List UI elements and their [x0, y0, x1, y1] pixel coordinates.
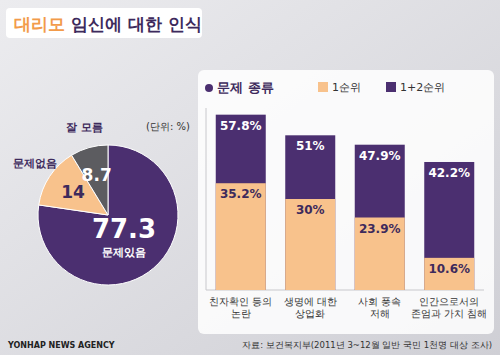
panel-bullet [205, 84, 213, 92]
category-label: 생명에 대한상업화 [284, 296, 337, 319]
category-line: 저해 [370, 308, 390, 319]
bars [216, 115, 475, 290]
category-line: 존엄과 가치 침해 [411, 308, 487, 319]
pie [38, 145, 178, 285]
bar [285, 135, 335, 290]
legend-swatch [318, 82, 328, 92]
bar [355, 145, 405, 290]
pie-category-label: 문제있음 [102, 246, 146, 259]
pie-value-label: 14 [61, 182, 85, 202]
bar [216, 183, 266, 290]
category-line: 사회 풍속 [358, 296, 401, 307]
bar-panel [198, 70, 494, 334]
category-line: 논란 [231, 308, 251, 319]
pie-value-label: 8.7 [82, 165, 112, 185]
bar-value-label: 35.2% [220, 187, 262, 201]
background [0, 0, 500, 355]
pie-category-label: 잘 모름 [66, 121, 103, 134]
bar-title: 문제 종류 [217, 80, 274, 95]
bar-value-label: 47.9% [359, 149, 401, 163]
bar [355, 218, 405, 290]
bar-value-label: 10.6% [428, 262, 470, 276]
y-axis-line [206, 108, 207, 290]
bar-value-label: 42.2% [428, 166, 470, 180]
bar [424, 258, 474, 290]
pie-subtitle: (단위: %) [146, 121, 190, 132]
bar-value-label: 23.9% [359, 222, 401, 236]
legend-entry: 1+2순위 [386, 81, 445, 94]
legend-entry: 1순위 [318, 81, 361, 94]
pie-slice [38, 145, 178, 285]
legend-label: 1순위 [332, 81, 361, 94]
agency: YONHAP NEWS AGENCY [7, 341, 115, 350]
category-line: 상업화 [295, 308, 325, 319]
bar-value-label: 57.8% [220, 119, 262, 133]
bar [424, 162, 474, 290]
category-label: 사회 풍속저해 [358, 296, 401, 319]
bar-value-label: 51% [296, 139, 325, 153]
title-rest: 임신에 대한 인식 [65, 14, 202, 34]
bar [285, 199, 335, 290]
pie-category-label: 문제없음 [13, 157, 57, 170]
title-highlight: 대리모 [14, 14, 65, 34]
page: {"title": "대리모 임신에 대한 인식", "source": "자료… [0, 0, 500, 355]
category-line: 친자확인 등의 [209, 296, 272, 307]
category-line: 인간으로서의 [419, 296, 479, 307]
bar [216, 115, 266, 290]
source: 자료: 보건복지부(2011년 3~12월 일반 국민 1천명 대상 조사) [242, 340, 492, 350]
chart-root: 대리모 임신에 대한 인식 77.3 문제있음 14 문제없음 8.7 잘 모름 (단위: %… [0, 0, 500, 355]
bar-value-label: 30% [296, 203, 325, 217]
legend-label: 1+2순위 [400, 81, 445, 94]
pie-value-label: 77.3 [92, 214, 156, 244]
legend-swatch [386, 82, 396, 92]
title-box [6, 8, 202, 38]
category-label: 인간으로서의존엄과 가치 침해 [411, 296, 487, 319]
title: 대리모 임신에 대한 인식 [14, 14, 202, 34]
category-label: 친자확인 등의논란 [209, 296, 272, 319]
category-line: 생명에 대한 [284, 296, 337, 307]
